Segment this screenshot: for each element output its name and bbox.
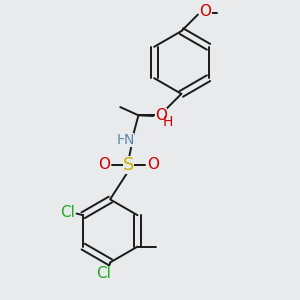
Text: Cl: Cl bbox=[61, 205, 75, 220]
Text: O: O bbox=[98, 158, 110, 172]
Text: O: O bbox=[200, 4, 211, 20]
Text: O: O bbox=[147, 158, 159, 172]
Text: O: O bbox=[155, 108, 167, 123]
Text: H: H bbox=[117, 133, 127, 147]
Text: Cl: Cl bbox=[96, 266, 111, 281]
Text: N: N bbox=[124, 133, 134, 147]
Text: H: H bbox=[163, 115, 173, 129]
Text: S: S bbox=[123, 156, 134, 174]
